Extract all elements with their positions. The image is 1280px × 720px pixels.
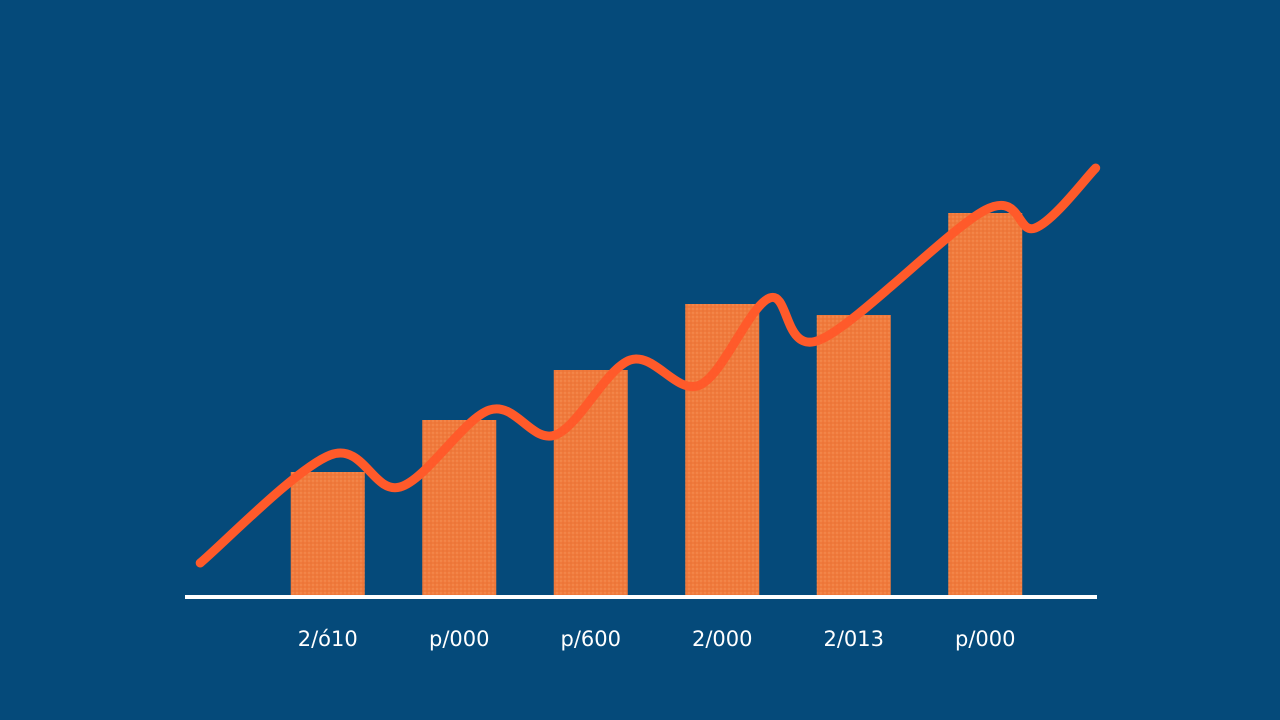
- x-tick-label: p/000: [955, 627, 1016, 651]
- bar-texture: [816, 315, 891, 597]
- bar-texture: [948, 213, 1023, 597]
- x-tick-label: 2/ó10: [298, 627, 358, 651]
- bar-texture: [553, 370, 628, 597]
- bar-texture: [290, 472, 365, 597]
- x-tick-label: p/000: [429, 627, 490, 651]
- x-tick-label: 2/000: [692, 627, 753, 651]
- bar-texture: [685, 304, 760, 597]
- trend-line: [195, 163, 1101, 568]
- x-tick-label: 2/013: [823, 627, 884, 651]
- x-tick-label: p/600: [561, 627, 622, 651]
- bar-texture: [422, 420, 497, 597]
